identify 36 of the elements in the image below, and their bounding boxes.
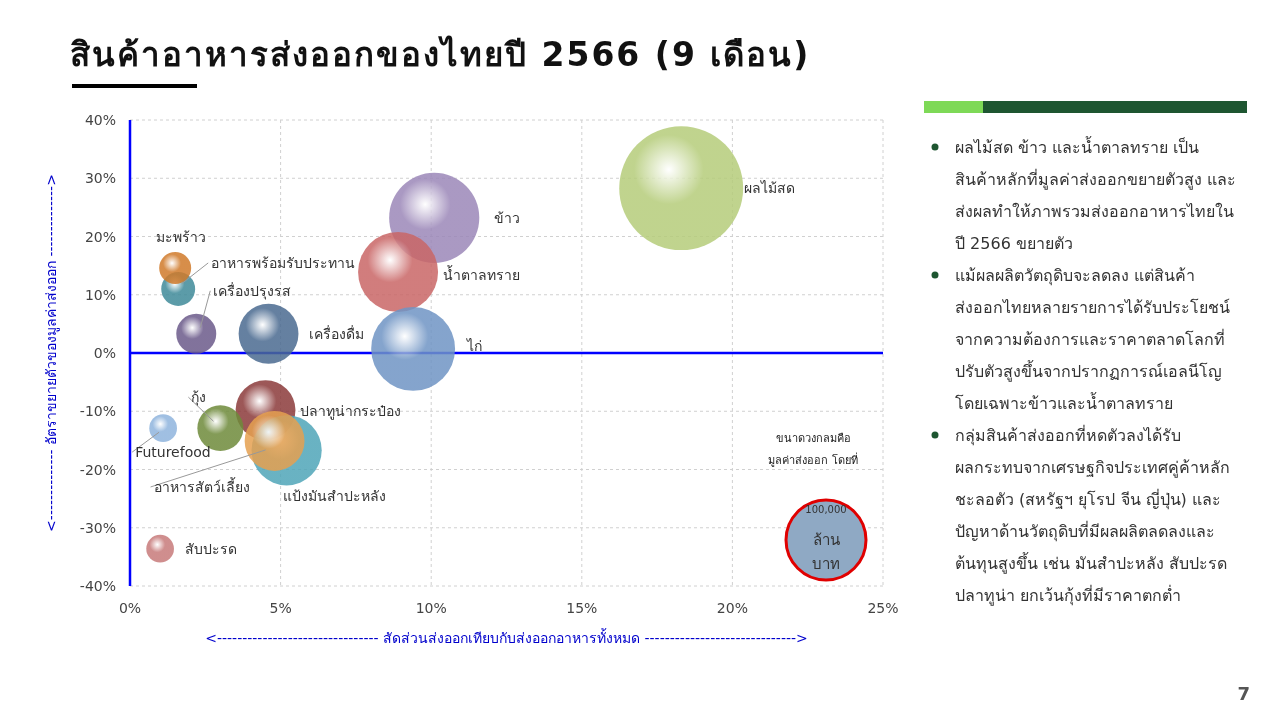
- y-tick-label: 20%: [84, 228, 116, 245]
- y-axis-title: <-------------- อัตราขยายตัวของมูลค่าส่งออก -------------->: [43, 174, 60, 532]
- x-axis-title: <-------------------------------- สัดส่วนส่งออกเทียบกับส่งออกอาหารทั้งหมด ------------------------------>: [205, 628, 808, 646]
- x-tick-label: 15%: [566, 600, 598, 616]
- series-label: Futurefood: [135, 444, 211, 461]
- series-label: กุ้ง: [191, 389, 207, 407]
- legend-label: 100,000: [805, 504, 847, 515]
- series-label: สับปะรด: [185, 540, 238, 557]
- x-tick-label: 25%: [867, 600, 899, 616]
- series-label: มะพร้าว: [156, 228, 207, 245]
- series-label: ผลไม้สด: [744, 180, 796, 197]
- y-tick-label: -40%: [79, 578, 116, 594]
- y-tick-label: 40%: [84, 112, 116, 128]
- y-tick-label: -20%: [79, 461, 116, 478]
- y-tick-label: -30%: [79, 519, 116, 536]
- series-label: ไก่: [466, 337, 483, 354]
- series-label: อาหารพร้อมรับประทาน: [211, 254, 356, 271]
- series-label: ปลาทูน่ากระป๋อง: [299, 403, 401, 421]
- series-label: ข้าว: [494, 209, 521, 226]
- chart-title: สินค้าอาหารส่งออกของไทยปี 2566 (9 เดือน): [70, 35, 811, 74]
- series-label: เครื่องปรุงรส: [213, 281, 292, 300]
- text: 7: [1237, 683, 1250, 704]
- y-tick-label: 30%: [84, 170, 116, 187]
- y-tick-label: 0%: [93, 345, 116, 361]
- series-label: เครื่องดื่ม: [308, 324, 364, 342]
- y-tick-label: 10%: [84, 286, 116, 303]
- x-tick-label: 20%: [716, 600, 748, 616]
- x-tick-label: 5%: [269, 600, 292, 616]
- series-label: แป้งมันสำปะหลัง: [282, 488, 386, 505]
- x-tick-label: 10%: [415, 600, 447, 616]
- x-tick-label: 0%: [118, 600, 142, 616]
- legend-title: ขนาดวงกลมคือ มูลค่าส่งออก โดยที่: [768, 432, 858, 467]
- series-label: อาหารสัตว์เลี้ยง: [153, 476, 250, 495]
- annotation: ล้าน บาท: [812, 531, 840, 573]
- series-label: น้ำตาลทราย: [443, 265, 521, 284]
- y-tick-label: -10%: [79, 403, 116, 420]
